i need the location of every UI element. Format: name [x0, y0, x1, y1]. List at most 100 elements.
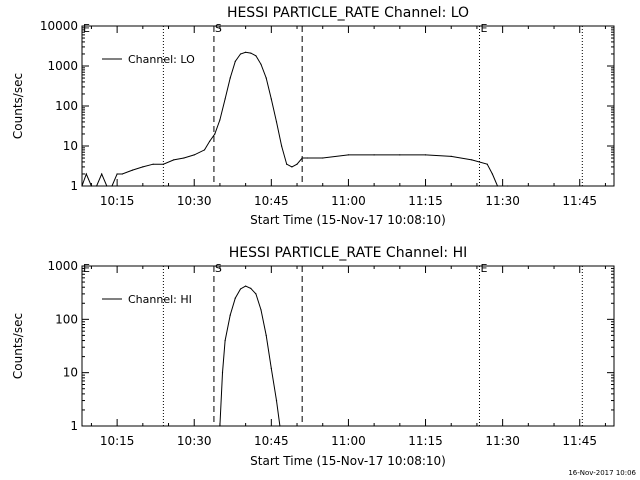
- data-point: [265, 77, 267, 79]
- data-point: [229, 77, 231, 79]
- data-point: [270, 98, 272, 100]
- y-tick-label: 1000: [47, 259, 78, 273]
- data-point: [260, 63, 262, 65]
- plot-frame: [81, 265, 615, 427]
- marker-label: E: [481, 262, 488, 275]
- chart-title: HESSI PARTICLE_RATE Channel: LO: [227, 5, 469, 21]
- data-point: [106, 185, 108, 187]
- data-point: [250, 52, 252, 54]
- data-point: [296, 163, 298, 165]
- data-point: [193, 154, 195, 156]
- series-line: [81, 51, 508, 187]
- x-tick-label: 11:00: [331, 194, 366, 208]
- x-axis-label: Start Time (15-Nov-17 10:08:10): [250, 213, 446, 227]
- data-point: [275, 121, 278, 123]
- data-point: [507, 185, 509, 187]
- data-point: [85, 173, 87, 175]
- data-point: [306, 157, 308, 159]
- data-point: [281, 145, 283, 147]
- data-point: [224, 98, 226, 100]
- x-tick-label: 11:45: [562, 434, 597, 448]
- data-point: [471, 159, 473, 161]
- y-tick-label: 1: [70, 419, 78, 433]
- x-tick-label: 10:45: [254, 194, 289, 208]
- x-tick-label: 11:30: [485, 434, 520, 448]
- data-point: [286, 163, 288, 165]
- data-point: [245, 51, 247, 53]
- data-point: [399, 154, 401, 156]
- data-point: [250, 287, 252, 289]
- y-tick-label: 10: [63, 139, 78, 153]
- marker-label: S: [215, 262, 222, 275]
- footer-timestamp: 16-Nov-2017 10:06: [568, 469, 636, 477]
- chart-title: HESSI PARTICLE_RATE Channel: HI: [229, 245, 467, 261]
- data-point: [486, 163, 488, 165]
- lo-channel-panel: HESSI PARTICLE_RATE Channel: LO 1 10 100 100…: [11, 5, 615, 227]
- data-point: [239, 53, 242, 55]
- data-point: [152, 163, 154, 165]
- data-point: [301, 157, 303, 159]
- data-point: [291, 166, 293, 168]
- data-point: [229, 314, 231, 316]
- data-point: [260, 309, 262, 311]
- y-tick-label: 100: [55, 312, 78, 326]
- data-point: [96, 185, 98, 187]
- y-axis-label: Counts/sec: [11, 313, 25, 379]
- marker-label: S: [215, 22, 222, 35]
- data-point: [224, 340, 226, 342]
- x-tick-label: 11:00: [331, 434, 366, 448]
- x-tick-label: 11:45: [562, 194, 597, 208]
- x-tick-label: 11:15: [408, 434, 443, 448]
- marker-label: E: [481, 22, 488, 35]
- series-line: [219, 285, 281, 427]
- data-point: [209, 140, 211, 142]
- data-point: [219, 425, 221, 427]
- corner-label: E: [83, 262, 90, 275]
- data-point: [347, 154, 349, 156]
- y-axis-label: Counts/sec: [11, 73, 25, 139]
- data-point: [121, 173, 123, 175]
- x-tick-label: 10:15: [100, 434, 135, 448]
- data-point: [111, 185, 113, 187]
- data-point: [183, 157, 185, 159]
- y-tick-label: 10000: [40, 19, 78, 33]
- data-point: [255, 55, 257, 57]
- x-axis-label: Start Time (15-Nov-17 10:08:10): [250, 454, 446, 468]
- data-point: [270, 367, 272, 369]
- x-tick-label: 10:30: [177, 194, 212, 208]
- legend-label: Channel: LO: [128, 53, 195, 66]
- data-point: [234, 297, 236, 299]
- data-point: [219, 119, 221, 121]
- data-point: [491, 173, 493, 175]
- data-point: [203, 149, 206, 151]
- y-tick-label: 10: [63, 366, 78, 380]
- x-tick-label: 10:15: [100, 194, 135, 208]
- data-point: [173, 159, 175, 161]
- x-tick-label: 10:45: [254, 434, 289, 448]
- data-point: [424, 154, 427, 156]
- data-point: [279, 425, 281, 427]
- data-point: [90, 185, 92, 187]
- x-tick-label: 11:30: [485, 194, 520, 208]
- data-point: [81, 185, 83, 187]
- data-point: [255, 293, 257, 295]
- data-point: [142, 166, 144, 168]
- x-tick-label: 10:30: [177, 434, 212, 448]
- data-point: [322, 157, 324, 159]
- corner-label: E: [83, 22, 90, 35]
- data-point: [496, 185, 499, 187]
- hi-channel-panel: HESSI PARTICLE_RATE Channel: HI 1 10 100 100…: [11, 245, 615, 468]
- data-point: [450, 155, 452, 157]
- plot-frame: [81, 25, 615, 187]
- y-tick-label: 1000: [47, 59, 78, 73]
- data-point: [239, 288, 242, 290]
- data-point: [245, 285, 247, 287]
- data-point: [265, 334, 267, 336]
- data-point: [162, 163, 164, 165]
- data-point: [101, 173, 103, 175]
- data-point: [373, 154, 375, 156]
- y-tick-label: 100: [55, 99, 78, 113]
- data-point: [131, 169, 134, 171]
- legend-label: Channel: HI: [128, 293, 192, 306]
